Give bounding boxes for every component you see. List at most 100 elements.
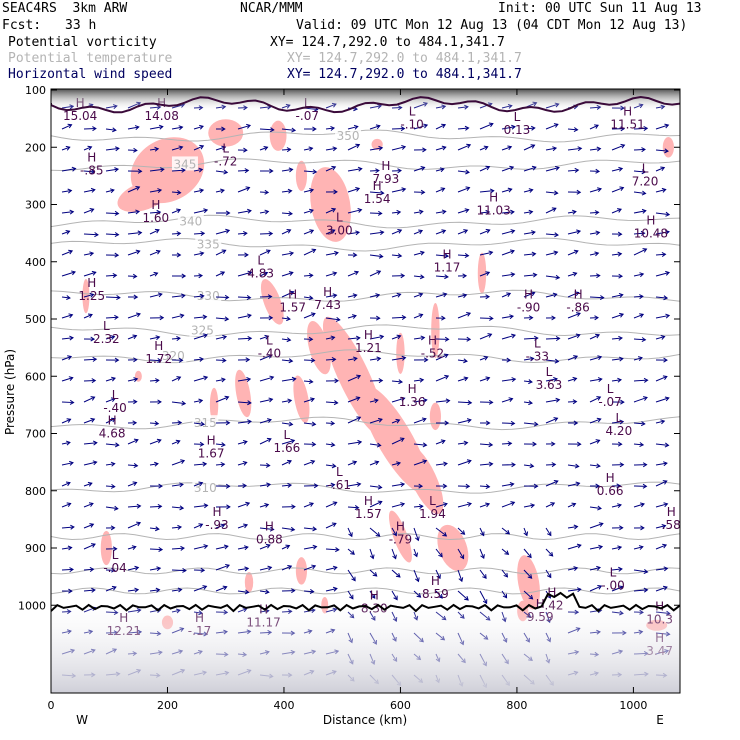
wind-arrow-head [465,169,470,175]
wind-arrow-shaft [259,419,272,424]
wind-arrow [149,315,165,321]
wind-arrow-shaft [501,590,507,599]
wind-arrow [589,355,603,361]
wind-arrow-head [90,169,96,175]
extremum-type: H [536,597,545,611]
wind-arrow-head [595,439,601,444]
wind-arrow [215,442,226,448]
wind-arrow-head [618,525,624,531]
wind-arrow [303,526,318,532]
wind-arrow-head [114,442,120,448]
wind-arrow-head [159,315,165,321]
wind-arrow [325,547,340,553]
wind-arrow-shaft [237,169,249,172]
wind-arrow-head [400,396,406,402]
wind-arrow-shaft [413,251,425,256]
wind-arrow-shaft [259,232,273,235]
wind-arrow [479,315,494,321]
wind-arrow [391,590,398,601]
wind-arrow-head [264,334,270,340]
wind-arrow-shaft [589,231,600,235]
wind-arrow-head [177,420,183,426]
wind-arrow-shaft [589,396,601,403]
wind-arrow-shaft [655,503,668,508]
wind-arrow-head [66,295,71,301]
wind-arrow-head [176,252,182,258]
wind-arrow-head [310,459,316,465]
wind-arrow-head [88,502,94,507]
wind-arrow-shaft [369,254,383,258]
wind-arrow-head [178,145,184,151]
wind-arrow-head [94,232,99,238]
wind-arrow-head [155,378,160,384]
wind-arrow-shaft [237,420,252,424]
wind-arrow-shaft [479,356,488,361]
extremum-value: -.93 [205,518,228,532]
wind-arrow-head [289,290,295,296]
wind-arrow-head [529,356,535,362]
wind-arrow-shaft [347,527,353,537]
wind-arrow [281,358,294,364]
wind-arrow [611,503,622,509]
wind-arrow-head [285,544,291,550]
wind-arrow-head [528,400,533,406]
wind-arrow-shaft [171,209,181,214]
wind-arrow-head [309,588,315,594]
extremum-type: L [222,142,229,156]
wind-arrow-head [618,273,624,279]
wind-arrow [171,482,184,488]
wind-arrow [567,587,582,593]
wind-arrow [457,229,469,235]
wind-arrow [501,357,512,363]
wind-arrow-shaft [589,567,601,571]
extremum-type: L [336,210,343,224]
wind-arrow-shaft [61,482,71,487]
wind-arrow-shaft [303,565,316,571]
wind-arrow-shaft [457,312,471,319]
wind-arrow [611,483,622,489]
wind-arrow [127,230,143,236]
wind-arrow [127,334,138,340]
wind-arrow [479,355,489,361]
wind-arrow [105,417,116,424]
wind-arrow-head [157,358,162,363]
wind-arrow [193,356,205,362]
wind-arrow [127,587,140,593]
wind-arrow-shaft [237,296,251,299]
wind-arrow [633,396,648,403]
wind-arrow-head [661,187,667,193]
wind-arrow [633,525,645,531]
wind-arrow-shaft [655,271,670,277]
wind-arrow-head [176,190,182,195]
wind-arrow-head [551,462,557,468]
wind-arrow-shaft [611,568,622,571]
wind-arrow-shaft [545,233,559,236]
wind-arrow-head [502,593,508,599]
wind-arrow [347,166,363,172]
wind-arrow [259,397,274,403]
wind-arrow [655,585,668,592]
x-axis-label: Distance (km) [323,713,407,727]
wind-arrow-shaft [105,128,116,131]
extremum-marker: H8.59 [422,574,449,601]
wind-arrow [325,400,339,406]
wind-arrow-shaft [325,127,335,130]
wind-arrow-shaft [633,170,646,173]
wind-arrow-shaft [479,123,494,130]
wind-arrow [61,313,74,319]
wind-arrow [303,146,314,152]
wind-arrow-shaft [479,190,494,193]
wind-arrow-head [488,399,494,405]
wind-arrow-shaft [655,420,665,424]
wind-arrow [259,589,270,595]
wind-arrow-shaft [281,378,296,382]
wind-arrow-head [664,123,670,129]
wind-arrow-shaft [325,317,340,321]
wind-arrow-head [220,377,226,383]
wind-arrow-shaft [655,567,668,571]
wind-arrow-head [619,186,625,192]
theta-label-backdrop [171,156,198,171]
wind-arrow-head [181,273,187,279]
wind-arrow-shaft [281,252,294,256]
extremum-value: -.00 [601,578,624,592]
